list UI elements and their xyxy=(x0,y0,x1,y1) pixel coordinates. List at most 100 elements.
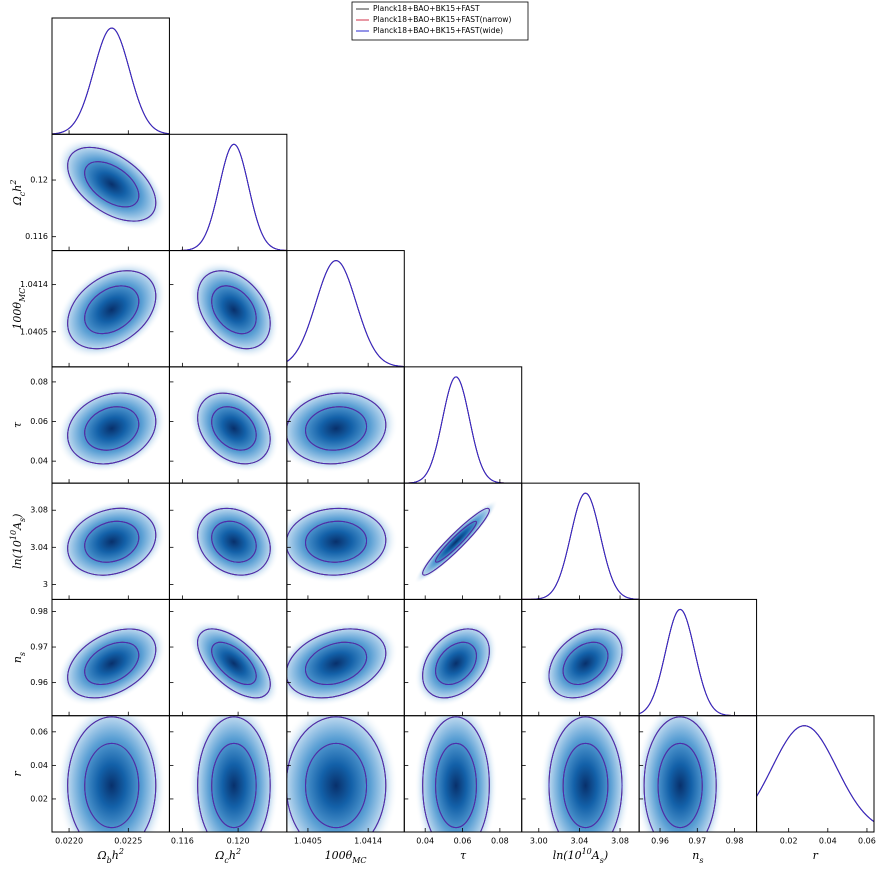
y-tick-label: 1.0405 xyxy=(20,327,48,336)
axis-label-part: c xyxy=(18,191,27,196)
marginal-curve xyxy=(639,608,757,716)
contour xyxy=(435,742,477,829)
y-tick-label: 3.08 xyxy=(30,506,48,515)
axis-label: τ xyxy=(460,849,467,862)
density xyxy=(56,620,167,707)
contour xyxy=(211,742,257,829)
contour xyxy=(435,641,477,686)
contour xyxy=(84,520,140,563)
marginal-curve xyxy=(286,260,405,367)
panel-content xyxy=(188,620,280,707)
y-tick-label: 3.04 xyxy=(30,543,48,552)
axis-label-part: τ xyxy=(11,421,24,428)
marginal-curve xyxy=(169,143,287,251)
panel: 0.02 0.04 0.06 0.0220 0.0225 xyxy=(30,715,170,846)
panel xyxy=(638,598,758,717)
axis-label-part: ln(10 xyxy=(553,849,582,862)
panel xyxy=(168,366,288,484)
y-tick-label: 0.98 xyxy=(30,607,48,616)
density xyxy=(188,384,280,473)
marginal-curve xyxy=(52,27,170,135)
y-tick-label: 0.06 xyxy=(30,727,48,736)
axis-label: ns xyxy=(11,652,27,663)
marginal-curve xyxy=(404,376,522,484)
panel: 3 3.04 3.08 xyxy=(30,482,170,600)
contour xyxy=(211,520,257,563)
panel xyxy=(168,482,288,600)
density xyxy=(56,138,167,231)
contour xyxy=(197,628,271,699)
panel: 0.04 0.06 0.08 xyxy=(403,715,523,846)
axis-label-part: A xyxy=(591,849,600,862)
contour xyxy=(84,641,140,686)
axis-label: Ωbh2 xyxy=(96,847,123,865)
density xyxy=(286,384,399,473)
panel-content xyxy=(286,620,399,707)
axis-label-part: s xyxy=(699,856,703,865)
marginal-curve xyxy=(756,725,874,823)
panel-content xyxy=(188,261,280,359)
panel xyxy=(521,598,640,717)
y-tick-label: 0.12 xyxy=(30,176,48,185)
contour xyxy=(435,520,477,563)
marginal-curve xyxy=(169,143,287,251)
contour xyxy=(305,406,368,451)
contour xyxy=(67,270,157,350)
panel-content xyxy=(286,715,399,833)
axis-label: r xyxy=(11,770,24,776)
axis-label: Ωch2 xyxy=(9,180,27,207)
axis-label-part: A xyxy=(11,522,24,531)
density xyxy=(414,620,498,707)
axis-label: ln(1010As) xyxy=(9,514,27,569)
legend-label: Planck18+BAO+BK15+FAST(wide) xyxy=(373,26,503,35)
contour xyxy=(67,146,157,222)
panel-content xyxy=(539,715,632,833)
x-tick-label: 0.06 xyxy=(454,837,472,846)
contour xyxy=(197,507,271,576)
density xyxy=(286,715,399,833)
contour xyxy=(67,628,157,699)
y-tick-label: 0.96 xyxy=(30,678,48,687)
density xyxy=(188,261,280,359)
marginal-curve xyxy=(52,27,170,135)
x-tick-label: 1.0405 xyxy=(294,837,322,846)
axis-label-part: n xyxy=(692,849,699,862)
contour xyxy=(643,716,717,833)
axis-label-part: Ω xyxy=(96,849,106,862)
y-tick-label: 0.116 xyxy=(25,232,48,241)
density xyxy=(56,384,167,473)
panel-frame xyxy=(51,17,170,135)
axis-label: τ xyxy=(11,421,24,428)
axis-label: 100θMC xyxy=(325,849,367,865)
x-tick-label: 3.00 xyxy=(530,837,548,846)
density xyxy=(286,500,399,584)
panel-content xyxy=(286,500,399,584)
x-tick-label: 0.04 xyxy=(416,837,434,846)
x-tick-label: 0.97 xyxy=(688,837,706,846)
panel-content xyxy=(414,715,498,833)
contour xyxy=(211,406,257,451)
y-tick-label: 0.02 xyxy=(30,794,48,803)
axis-label-part: MC xyxy=(18,288,27,303)
panel-content xyxy=(286,384,399,473)
panel xyxy=(403,598,523,717)
marginal-curve xyxy=(756,725,874,823)
axis-label-part: n xyxy=(11,656,24,663)
axis-label-part: 100θ xyxy=(325,849,353,862)
axis-label-part: h xyxy=(11,185,24,192)
panel xyxy=(168,250,288,368)
y-tick-label: 1.0414 xyxy=(20,280,48,289)
panel-frame xyxy=(756,715,875,833)
panel xyxy=(403,366,523,484)
marginal-curve xyxy=(639,608,757,716)
x-tick-label: 3.08 xyxy=(611,837,629,846)
contour xyxy=(562,641,609,686)
density xyxy=(286,620,399,707)
panel: 0.04 0.06 0.08 xyxy=(30,366,170,484)
density xyxy=(188,500,280,584)
contour xyxy=(211,285,257,335)
panel-frame xyxy=(286,250,405,368)
x-tick-label: 0.04 xyxy=(819,837,837,846)
axis-label: ns xyxy=(692,849,703,865)
panel: 1.0405 1.0414 xyxy=(20,250,170,368)
